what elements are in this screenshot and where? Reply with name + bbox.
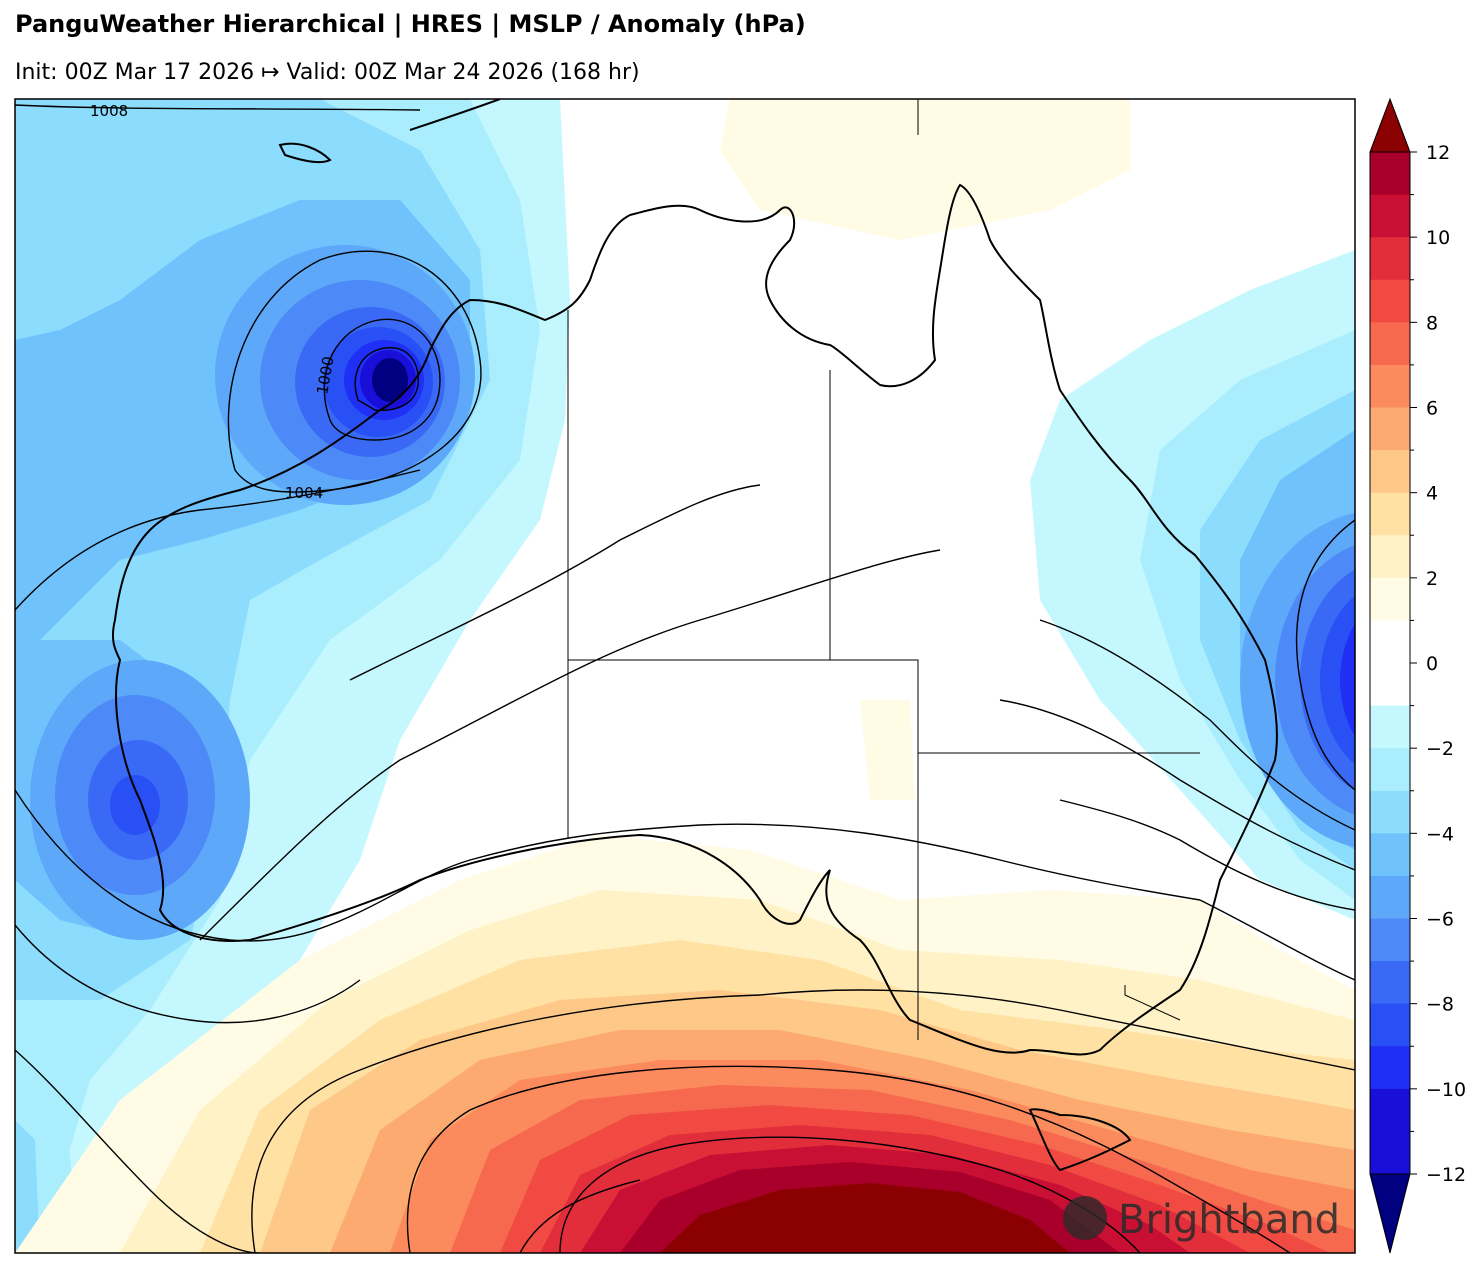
colorbar-tick-label: 2 [1426,568,1438,590]
colorbar-band [1370,1046,1410,1090]
map-frame [14,98,1356,1254]
colorbar-band [1370,1003,1410,1047]
brightband-logo-icon [1063,1196,1107,1240]
colorbar-band [1370,152,1410,196]
brightband-watermark: Brightband [1118,1197,1340,1243]
isobar-label-1004: 1004 [285,484,323,502]
positive-anomaly-south [15,835,1355,1253]
map-subtitle: Init: 00Z Mar 17 2026 ↦ Valid: 00Z Mar 2… [15,60,640,85]
colorbar-tick-label: 8 [1426,312,1438,334]
isobars [15,104,1355,1253]
colorbar-band [1370,322,1410,366]
positive-anomaly-north [720,99,1130,240]
colorbar-band [1370,279,1410,323]
colorbar-tick-label: 6 [1426,398,1438,420]
colorbar-band [1370,918,1410,962]
map-title: PanguWeather Hierarchical | HRES | MSLP … [15,10,806,38]
colorbar: 12 10 8 6 4 2 0 −2 −4 −6 −8 −10 −12 [1369,97,1466,1254]
colorbar-band [1370,237,1410,281]
colorbar-band [1370,364,1410,408]
colorbar-band [1370,663,1410,707]
colorbar-band [1370,790,1410,834]
positive-anomaly-inland [860,700,915,800]
colorbar-band [1370,1131,1410,1175]
colorbar-band [1370,705,1410,749]
isobar-label-1008: 1008 [90,102,128,120]
coastline [111,99,1278,1172]
brightband-logo: Brightband [1063,1196,1340,1243]
negative-anomaly-east [1030,250,1355,920]
colorbar-band [1370,450,1410,494]
colorbar-tick-label: 4 [1426,483,1438,505]
colorbar-tick-label: −10 [1426,1079,1466,1101]
colorbar-tick-label: 10 [1426,227,1450,249]
colorbar-tick-label: −12 [1426,1164,1466,1186]
colorbar-band [1370,194,1410,238]
colorbar-tick-label: −8 [1426,994,1454,1016]
colorbar-tick-label: 0 [1426,653,1438,675]
colorbar-band [1370,961,1410,1005]
colorbar-band [1370,748,1410,792]
colorbar-band [1370,492,1410,536]
colorbar-tick-label: 12 [1426,142,1450,164]
colorbar-tick-label: −6 [1426,909,1454,931]
anomaly-field [15,99,1355,1253]
colorbar-band [1370,620,1410,664]
colorbar-band [1370,833,1410,877]
colorbar-band [1370,577,1410,621]
colorbar-max-extend [1369,97,1411,153]
state-borders [567,99,1200,1040]
colorbar-tick-label: −4 [1426,823,1454,845]
colorbar-band [1370,1088,1410,1132]
colorbar-band [1370,875,1410,919]
colorbar-band [1370,535,1410,579]
colorbar-band [1370,407,1410,451]
colorbar-tick-label: −2 [1426,738,1454,760]
colorbar-min-extend [1369,1173,1411,1254]
